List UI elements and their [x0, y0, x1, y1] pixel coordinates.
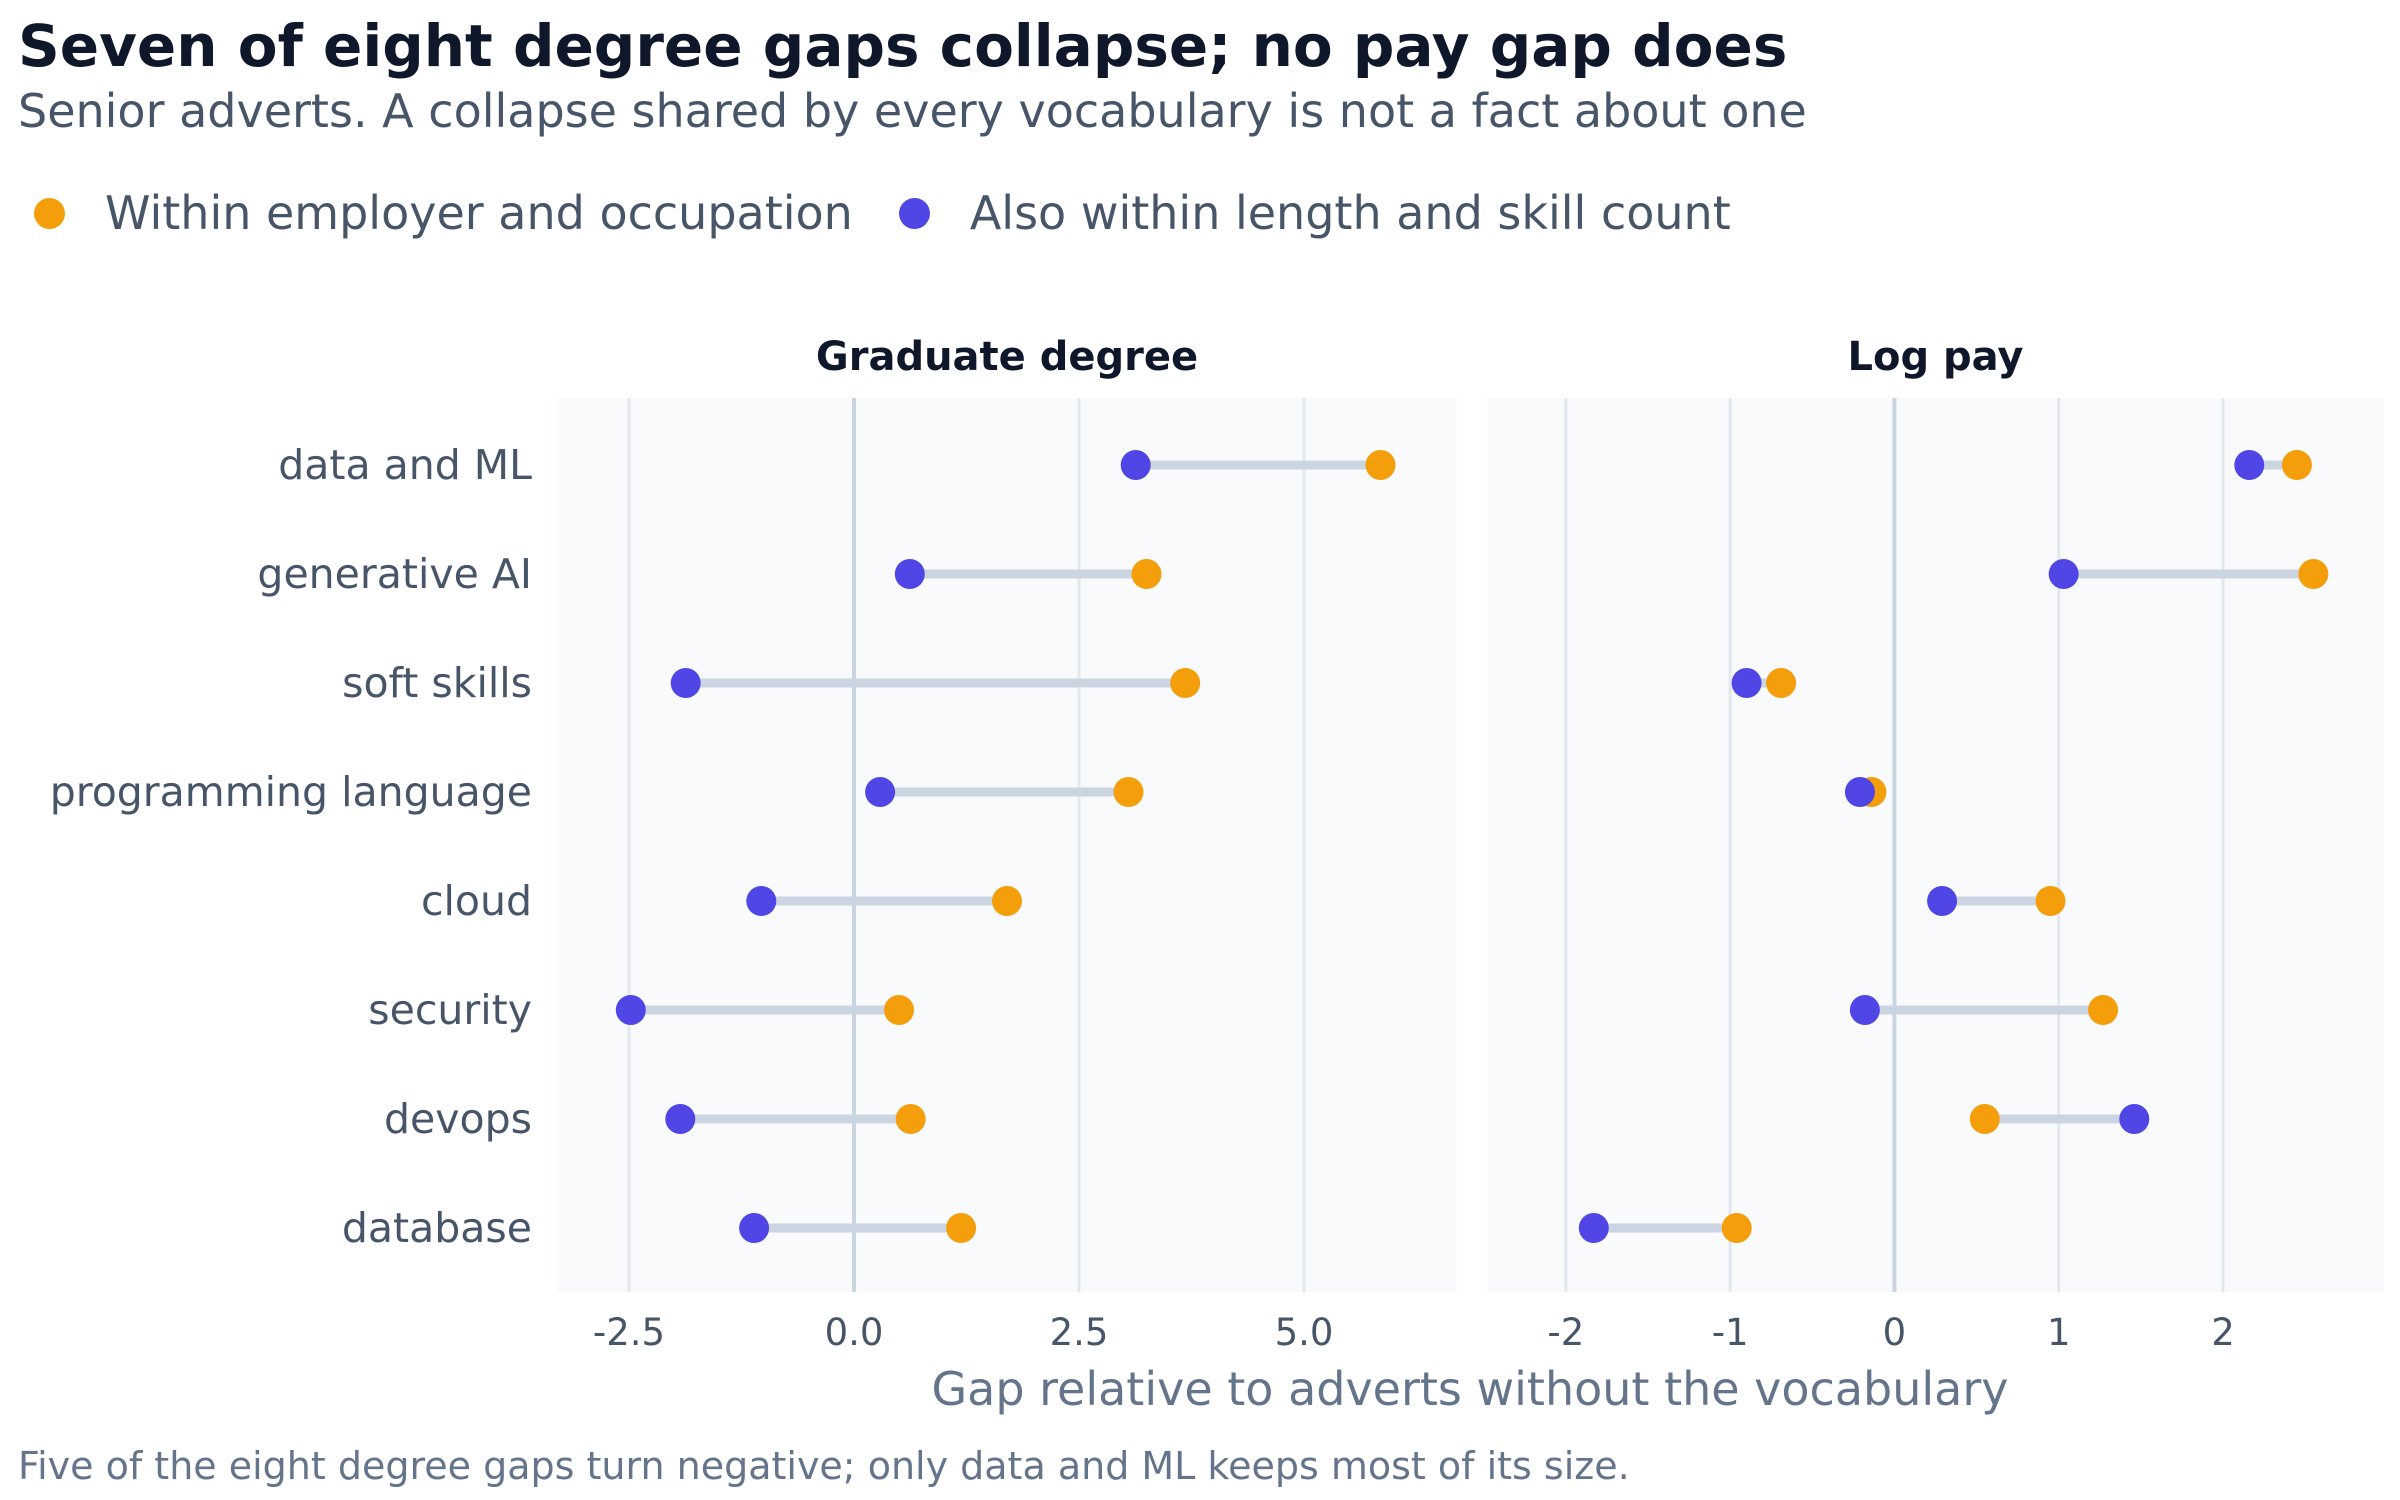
- point-also-length-skill: [1731, 668, 1762, 698]
- panel-background: [557, 398, 1457, 1292]
- x-axis-title: Gap relative to adverts without the voca…: [931, 1362, 2008, 1416]
- x-tick-label: 0.0: [825, 1311, 884, 1354]
- point-within-employer: [2298, 559, 2329, 589]
- point-within-employer: [884, 995, 914, 1025]
- legend: Within employer and occupation Also with…: [34, 186, 1777, 240]
- legend-swatch-also-length-skill: [898, 197, 930, 229]
- chart-title: Seven of eight degree gaps collapse; no …: [18, 12, 1788, 80]
- point-also-length-skill: [1844, 777, 1875, 807]
- category-label: security: [368, 986, 532, 1034]
- point-within-employer: [895, 1104, 926, 1134]
- point-within-employer: [1131, 559, 1162, 589]
- legend-item-also-length-skill: Also within length and skill count: [898, 186, 1731, 240]
- point-also-length-skill: [1927, 886, 1958, 916]
- x-tick-label: 0: [1883, 1311, 1907, 1354]
- point-also-length-skill: [2119, 1104, 2150, 1134]
- point-within-employer: [1766, 668, 1797, 698]
- point-also-length-skill: [665, 1104, 696, 1134]
- legend-item-within-employer: Within employer and occupation: [34, 186, 853, 240]
- x-tick-label: 2.5: [1050, 1311, 1109, 1354]
- chart-footnote: Five of the eight degree gaps turn negat…: [18, 1444, 1630, 1488]
- x-tick-label: 5.0: [1275, 1311, 1334, 1354]
- point-also-length-skill: [2234, 450, 2265, 480]
- x-tick-label: -2.5: [593, 1311, 665, 1354]
- category-label: generative AI: [257, 550, 532, 598]
- point-within-employer: [2088, 995, 2119, 1025]
- point-within-employer: [946, 1213, 977, 1243]
- category-label: devops: [384, 1095, 532, 1143]
- category-label: programming language: [50, 768, 532, 816]
- point-also-length-skill: [746, 886, 777, 916]
- chart-subtitle: Senior adverts. A collapse shared by eve…: [18, 84, 1807, 138]
- point-within-employer: [2035, 886, 2066, 916]
- point-within-employer: [1113, 777, 1144, 807]
- panel-background: [1487, 398, 2384, 1292]
- point-also-length-skill: [1578, 1213, 1609, 1243]
- point-within-employer: [992, 886, 1022, 916]
- category-label: data and ML: [278, 441, 532, 489]
- point-within-employer: [1170, 668, 1201, 698]
- point-within-employer: [1969, 1104, 2000, 1134]
- x-tick-label: -2: [1547, 1311, 1584, 1354]
- point-also-length-skill: [1120, 450, 1151, 480]
- category-label: cloud: [421, 877, 532, 925]
- point-within-employer: [1721, 1213, 1752, 1243]
- point-also-length-skill: [894, 559, 925, 589]
- legend-label-also-length-skill: Also within length and skill count: [969, 186, 1731, 240]
- panel-title: Log pay: [1848, 334, 2024, 380]
- x-tick-label: -1: [1712, 1311, 1749, 1354]
- point-also-length-skill: [2048, 559, 2079, 589]
- panel-title: Graduate degree: [816, 334, 1198, 380]
- legend-swatch-within-employer: [34, 197, 65, 229]
- point-also-length-skill: [865, 777, 896, 807]
- point-also-length-skill: [1849, 995, 1880, 1025]
- point-also-length-skill: [670, 668, 701, 698]
- legend-label-within-employer: Within employer and occupation: [105, 186, 853, 240]
- x-tick-label: 1: [2047, 1311, 2071, 1354]
- point-within-employer: [2281, 450, 2312, 480]
- point-also-length-skill: [615, 995, 646, 1025]
- point-also-length-skill: [739, 1213, 770, 1243]
- category-label: database: [342, 1204, 532, 1252]
- x-tick-label: 2: [2211, 1311, 2235, 1354]
- point-within-employer: [1365, 450, 1396, 480]
- category-label: soft skills: [342, 659, 532, 707]
